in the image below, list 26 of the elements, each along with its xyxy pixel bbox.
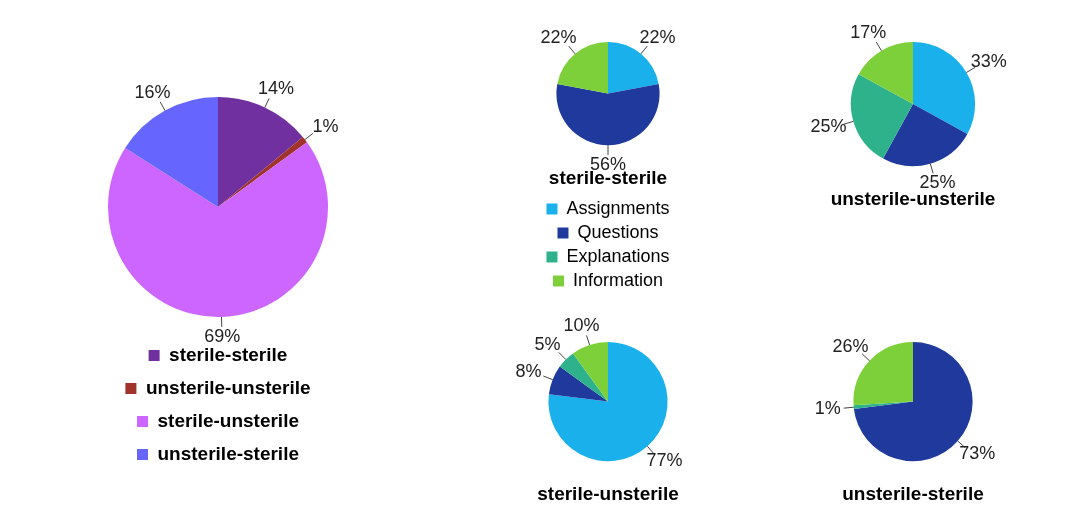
data-label: 69% (204, 325, 241, 346)
legend-label: Explanations (566, 245, 670, 266)
data-label: 33% (970, 51, 1007, 72)
data-label: 26% (832, 336, 869, 357)
data-label: 14% (257, 78, 294, 99)
text: unsterile-sterile (842, 482, 984, 504)
data-label: 22% (639, 27, 676, 48)
data-label: 8% (515, 361, 542, 382)
data-label: 17% (850, 22, 887, 43)
data-label: 10% (563, 314, 600, 335)
legend-label: sterile-unsterile (157, 409, 299, 431)
data-label: 25% (810, 115, 847, 136)
legend-label: sterile-sterile (169, 343, 288, 365)
legend-label: Questions (577, 221, 659, 242)
legend-label: unsterile-unsterile (145, 376, 311, 398)
data-label: 1% (814, 398, 841, 419)
legend-label: Assignments (566, 197, 670, 218)
data-label: 1% (312, 116, 339, 137)
legend-label: Information (572, 269, 664, 290)
data-label: 16% (134, 82, 171, 103)
data-label: 5% (534, 334, 561, 355)
legend-label: unsterile-sterile (157, 442, 299, 464)
data-label: 73% (959, 443, 996, 464)
data-label: 77% (646, 450, 683, 471)
data-label: 22% (540, 27, 577, 48)
text: sterile-unsterile (537, 482, 679, 504)
